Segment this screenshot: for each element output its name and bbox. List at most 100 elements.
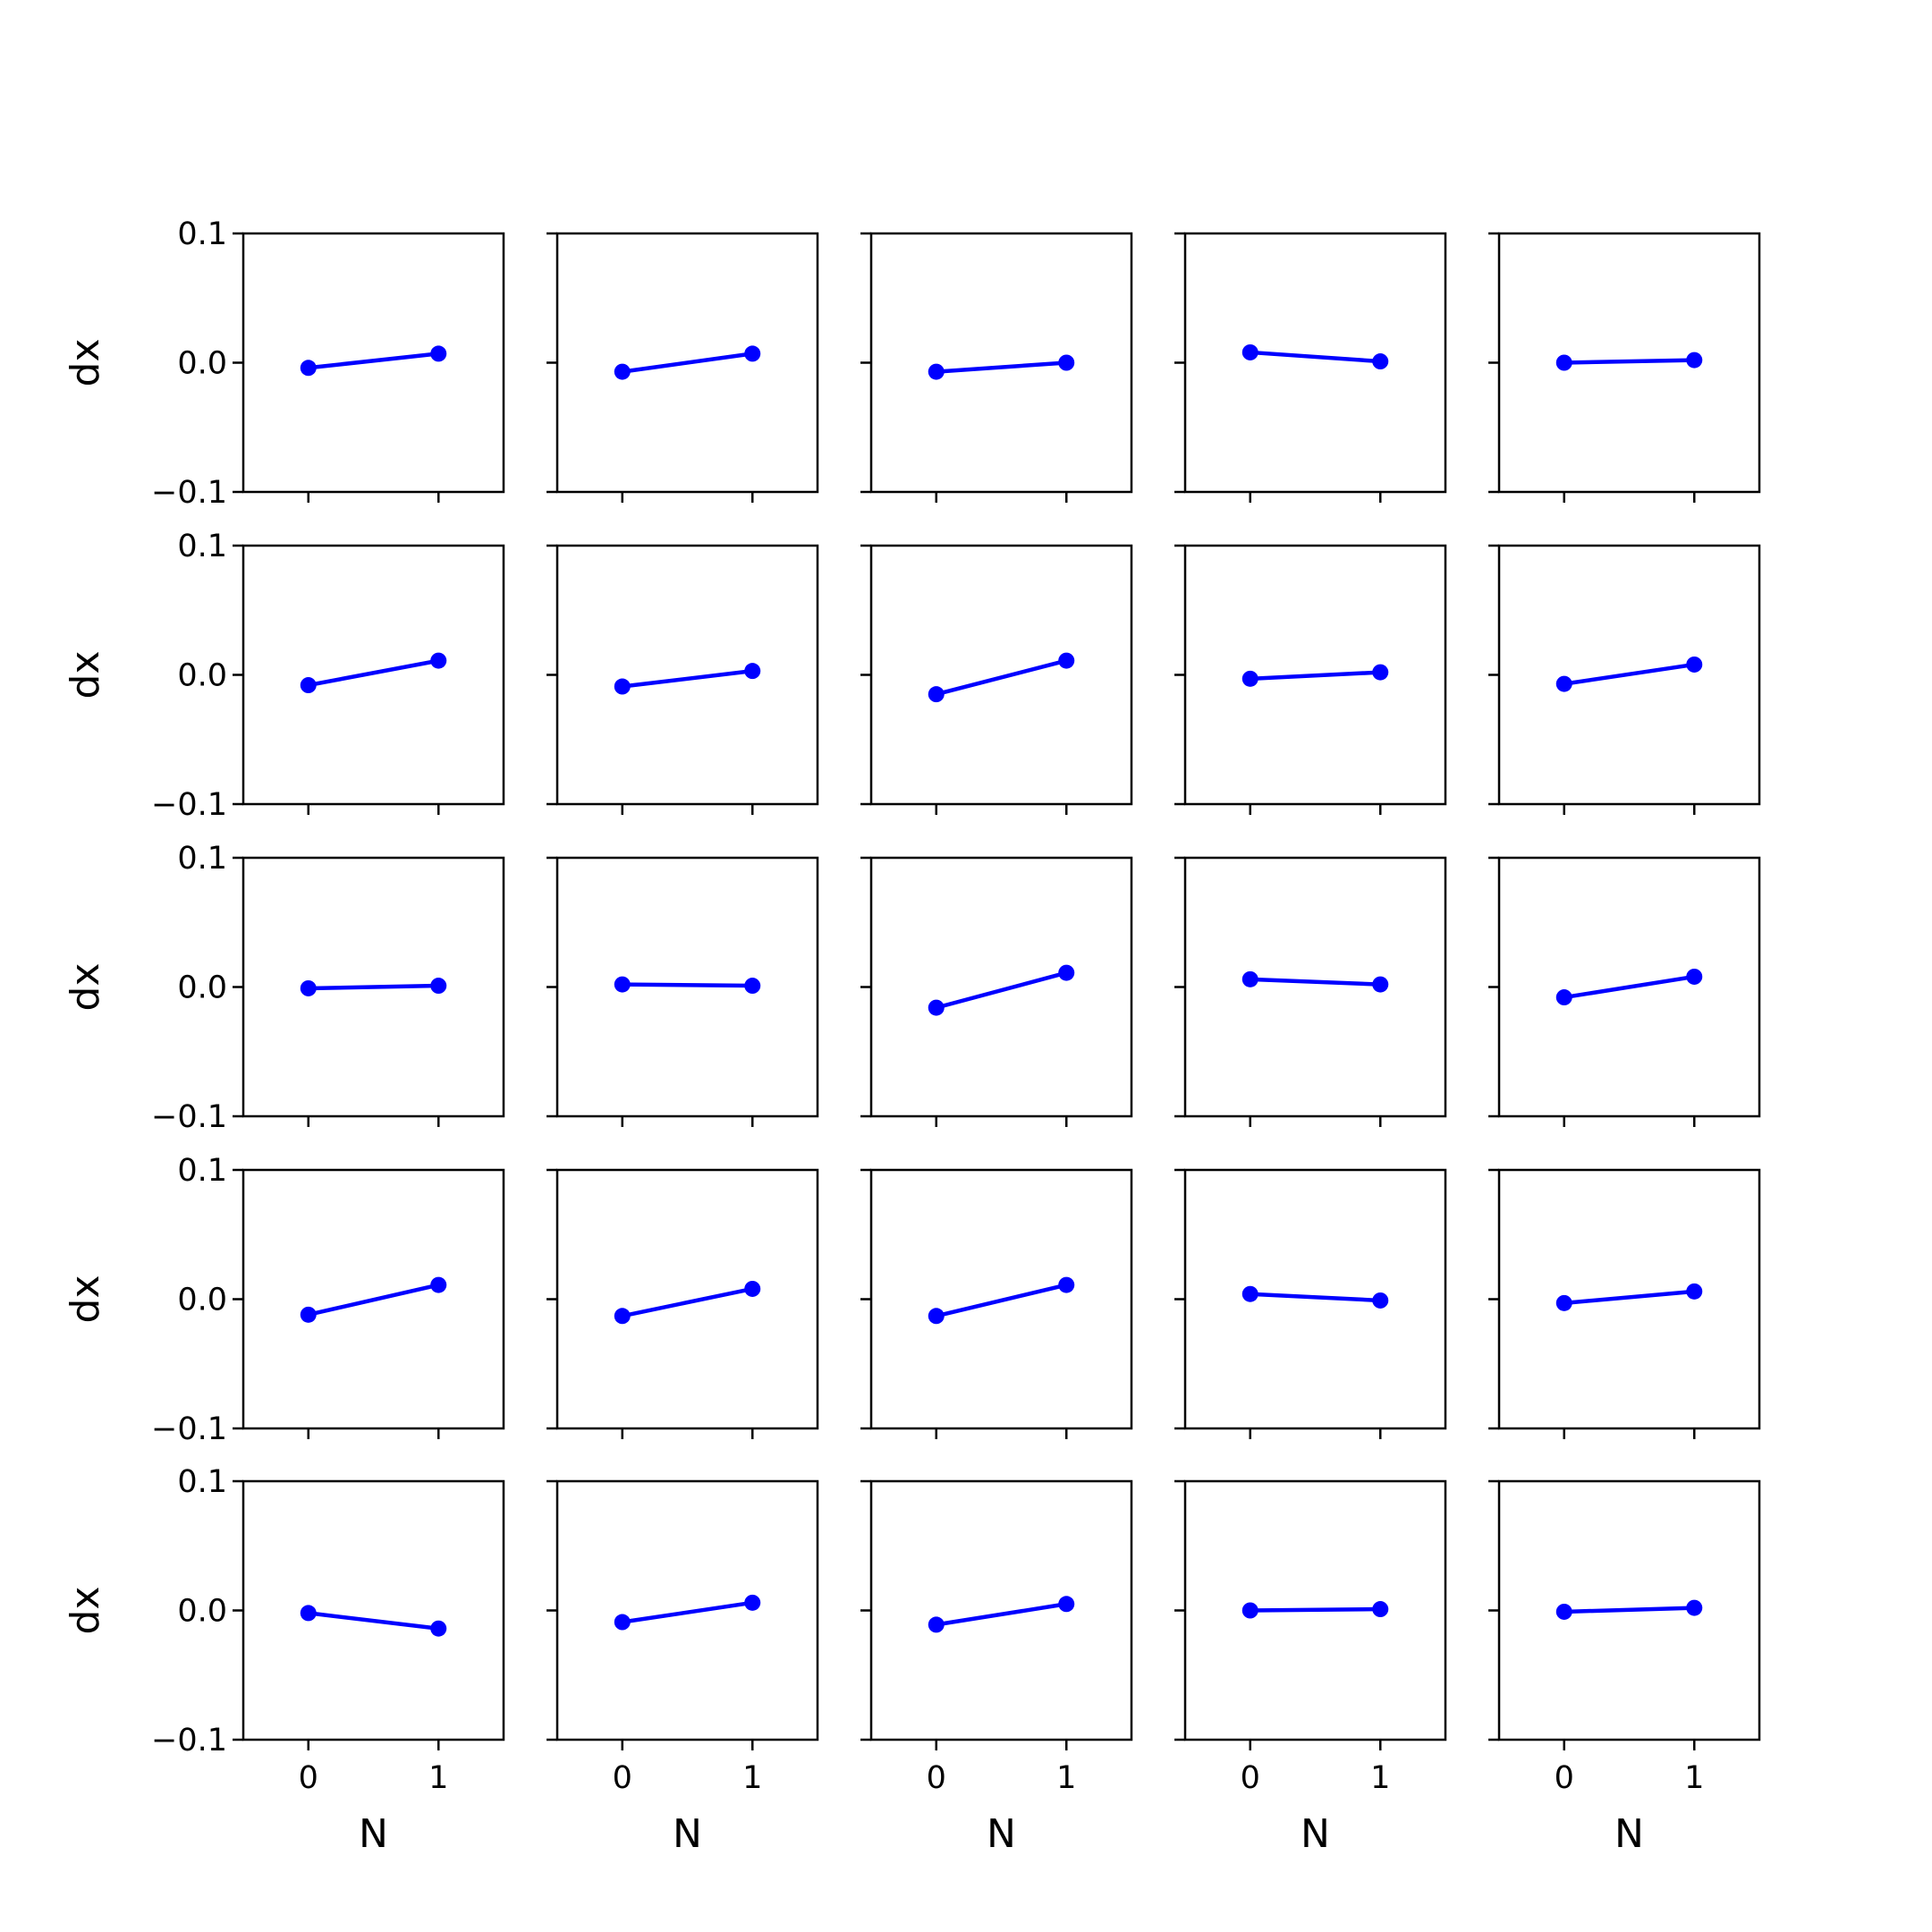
data-point (1372, 976, 1389, 993)
y-tick-label: 0.0 (177, 970, 227, 1006)
y-tick-label: 0.0 (177, 1594, 227, 1630)
panel-r5-c3: 0 1 N (860, 1479, 1133, 1857)
axes-frame (1183, 856, 1447, 1118)
panel-r5-c2: 0 1 N (547, 1479, 819, 1857)
data-point (614, 1614, 631, 1631)
data-point (928, 686, 945, 703)
axes-frame (242, 1479, 505, 1741)
axes-frame (555, 1479, 819, 1741)
series-line (308, 1611, 439, 1631)
axes-frame (1497, 232, 1761, 494)
panel-r5-c4: 0 1 N (1174, 1479, 1447, 1857)
data-point (300, 677, 317, 694)
y-tick-label: 0.0 (177, 1283, 227, 1318)
data-point (1058, 652, 1075, 669)
x-axis-label: N (1614, 1811, 1644, 1857)
panel-r5-c5: 0 1 N (1488, 1479, 1761, 1857)
data-point (614, 678, 631, 695)
axes-frame (555, 856, 819, 1118)
axes-frame (869, 1168, 1133, 1430)
series-line (1563, 358, 1695, 365)
x-tick-label: 0 (1241, 1760, 1260, 1796)
x-tick-label: 1 (742, 1760, 762, 1796)
axes-frame (555, 544, 819, 806)
data-point (1058, 1596, 1075, 1613)
axes-frame (242, 232, 505, 494)
x-axis-label: N (987, 1811, 1016, 1857)
series-line (1250, 670, 1381, 682)
data-point (614, 976, 631, 993)
y-tick-label: −0.1 (151, 1411, 227, 1447)
series-line (308, 658, 439, 688)
y-axis-label: dx (63, 339, 108, 387)
x-tick-label: 1 (1370, 1760, 1390, 1796)
series-line (1563, 662, 1695, 686)
y-tick-label: 0.0 (177, 658, 227, 694)
y-tick-label: 0.1 (177, 216, 227, 252)
axes-frame (242, 856, 505, 1118)
panel-r2-c5 (1488, 544, 1761, 815)
series-line (936, 970, 1067, 1010)
y-tick-label: 0.1 (177, 1464, 227, 1500)
panel-r1-c5 (1488, 232, 1761, 503)
data-point (1241, 1602, 1258, 1619)
panel-r1-c1: −0.1 0.0 0.1 dx (63, 216, 505, 511)
y-axis-label: dx (63, 1275, 108, 1324)
panel-r2-c3 (860, 544, 1133, 815)
data-point (1241, 670, 1258, 687)
axes-frame (1497, 544, 1761, 806)
axes-frame (555, 232, 819, 494)
x-tick-label: 1 (1684, 1760, 1704, 1796)
y-tick-label: −0.1 (151, 475, 227, 511)
series-line (1563, 974, 1695, 1000)
x-tick-label: 0 (927, 1760, 946, 1796)
data-point (1686, 1283, 1703, 1300)
axes-frame (1497, 1168, 1761, 1430)
data-point (300, 1306, 317, 1323)
data-point (1058, 964, 1075, 981)
panel-r4-c2 (547, 1168, 819, 1439)
y-axis-label: dx (63, 651, 108, 699)
panel-r1-c3 (860, 232, 1133, 503)
y-axis-label: dx (63, 963, 108, 1012)
data-point (430, 1620, 447, 1637)
series-line (936, 1602, 1067, 1627)
series-line (622, 982, 753, 988)
axes-frame (869, 1479, 1133, 1741)
data-point (614, 363, 631, 380)
panel-r1-c4 (1174, 232, 1447, 503)
axes-frame (1497, 1479, 1761, 1741)
panel-r2-c2 (547, 544, 819, 815)
series-line (936, 1283, 1067, 1318)
data-point (1686, 352, 1703, 369)
data-point (1372, 353, 1389, 370)
y-tick-label: 0.1 (177, 1153, 227, 1189)
panel-r4-c5 (1488, 1168, 1761, 1439)
data-point (928, 1616, 945, 1633)
axes-frame (1183, 544, 1447, 806)
axes-frame (242, 1168, 505, 1430)
panel-r3-c5 (1488, 856, 1761, 1127)
data-point (1555, 354, 1572, 371)
data-point (1241, 1285, 1258, 1302)
panel-r2-c4 (1174, 544, 1447, 815)
data-point (744, 978, 761, 995)
data-point (430, 1276, 447, 1293)
data-point (744, 1280, 761, 1297)
series-line (1250, 350, 1381, 364)
series-line (1563, 1606, 1695, 1614)
axes-frame (555, 1168, 819, 1430)
panel-r2-c1: −0.1 0.0 0.1 dx (63, 529, 505, 823)
x-axis-label: N (359, 1811, 388, 1857)
series-line (308, 352, 439, 370)
data-point (1686, 968, 1703, 985)
series-line (1563, 1289, 1695, 1306)
y-axis-label: dx (63, 1587, 108, 1635)
data-point (1555, 1603, 1572, 1620)
panel-r5-c1: −0.1 0.0 0.1 0 1 dx N (63, 1464, 505, 1857)
y-tick-label: −0.1 (151, 1099, 227, 1135)
x-tick-label: 0 (299, 1760, 318, 1796)
x-tick-label: 1 (428, 1760, 448, 1796)
x-axis-label: N (673, 1811, 702, 1857)
